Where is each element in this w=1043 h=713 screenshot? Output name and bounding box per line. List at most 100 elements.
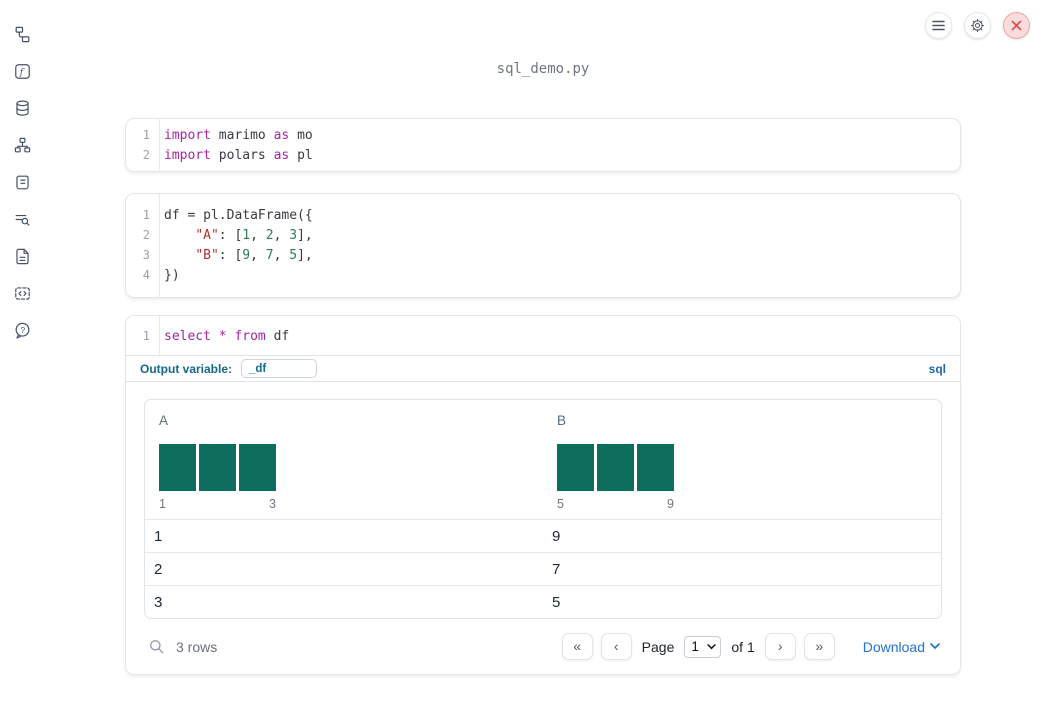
histogram-bar[interactable] (557, 444, 594, 491)
chevron-down-icon (707, 643, 717, 649)
histogram-bar[interactable] (637, 444, 674, 491)
chevron-down-icon (930, 643, 940, 650)
sidebar-item-logs[interactable] (11, 172, 33, 192)
previous-page-button[interactable]: ‹ (600, 633, 632, 660)
variables-function-icon: f (14, 63, 30, 79)
page-select[interactable]: 1 (684, 635, 722, 658)
scratchpad-code-icon (14, 286, 30, 300)
code-text: "A": [1, 2, 3], (195, 227, 313, 243)
code-text: select * from df (164, 328, 290, 344)
code-line: 2 "A": [1, 2, 3], (126, 225, 960, 245)
code-line: 1 import marimo as mo (126, 125, 960, 145)
code-text: }) (164, 267, 180, 283)
first-page-button[interactable]: « (561, 633, 593, 660)
table-cell: 5 (552, 593, 561, 611)
sidebar-item-variables[interactable]: f (11, 61, 33, 81)
column-summary-row: A 1 3 B (145, 400, 941, 519)
pagination: « ‹ Page 1 of 1 › » Download (561, 633, 940, 660)
logs-scroll-icon (15, 175, 29, 189)
dependency-graph-icon (14, 137, 30, 152)
download-label: Download (862, 638, 925, 655)
histogram-bar[interactable] (199, 444, 236, 491)
column-summary-B: B 5 9 (543, 400, 941, 519)
line-number: 1 (142, 128, 150, 142)
code-text: "B": [9, 7, 5], (195, 247, 313, 263)
sidebar-item-help[interactable]: ? (11, 320, 33, 340)
language-badge[interactable]: sql (928, 361, 946, 376)
search-list-icon (15, 214, 29, 226)
help-question-icon: ? (15, 322, 29, 339)
page-select-value: 1 (691, 639, 699, 654)
code-line: 2 import polars as pl (126, 145, 960, 165)
table-cell: 7 (552, 560, 561, 578)
sql-meta-row: Output variable: _df sql (126, 355, 960, 381)
page-of-label: of 1 (731, 638, 755, 655)
histogram-bar[interactable] (597, 444, 634, 491)
column-header[interactable]: A (159, 413, 169, 428)
histogram-A (159, 444, 529, 491)
axis-min-label: 1 (159, 497, 166, 511)
histogram-B (557, 444, 927, 491)
svg-text:f: f (18, 67, 24, 78)
sidebar-item-datasources[interactable] (11, 98, 33, 118)
code-line: 1 select * from df (126, 326, 960, 346)
datasources-database-icon (15, 100, 29, 116)
line-number: 2 (142, 228, 150, 242)
axis-min-label: 5 (557, 497, 564, 511)
line-number: 3 (142, 248, 150, 262)
topbar-actions (925, 12, 1030, 39)
histogram-axis: 5 9 (557, 497, 674, 511)
axis-max-label: 3 (269, 497, 276, 511)
histogram-bar[interactable] (159, 444, 196, 491)
shutdown-button[interactable] (1003, 12, 1030, 39)
table-footer: 3 rows « ‹ Page 1 of 1 › » Download (144, 619, 942, 662)
notebook-menu-button[interactable] (925, 12, 952, 39)
table-cell: 1 (154, 527, 163, 545)
sidebar-item-dependency-graph[interactable] (11, 135, 33, 155)
column-header[interactable]: B (557, 413, 567, 428)
notebook: 1 import marimo as mo 2 import polars as… (125, 118, 961, 675)
sql-cell[interactable]: 1 select * from df Output variable: _df … (125, 315, 961, 381)
line-number: 2 (142, 148, 150, 162)
last-page-button[interactable]: » (803, 633, 835, 660)
page-label: Page (641, 638, 675, 655)
table-row[interactable]: 1 9 (145, 519, 941, 552)
settings-gear-icon (970, 18, 985, 33)
sql-output: A 1 3 B (125, 381, 961, 675)
table-cell: 2 (154, 560, 163, 578)
snippets-document-icon (15, 248, 29, 264)
next-page-button[interactable]: › (764, 633, 796, 660)
code-text: import polars as pl (164, 147, 313, 163)
output-variable-label: Output variable: (140, 361, 233, 376)
code-text: import marimo as mo (164, 127, 313, 143)
notebook-filename[interactable]: sql_demo.py (496, 61, 590, 77)
sidebar-item-scratchpad[interactable] (11, 283, 33, 303)
table-cell: 3 (154, 593, 163, 611)
row-count: 3 rows (176, 638, 218, 655)
table-row[interactable]: 2 7 (145, 552, 941, 585)
sql-editor[interactable]: 1 select * from df (126, 316, 960, 355)
histogram-bar[interactable] (239, 444, 276, 491)
table-row[interactable]: 3 5 (145, 585, 941, 618)
file-explorer-tree-icon (15, 26, 29, 42)
output-variable-input[interactable]: _df (241, 359, 318, 378)
sidebar-item-snippets[interactable] (11, 246, 33, 266)
code-cell-imports[interactable]: 1 import marimo as mo 2 import polars as… (125, 118, 961, 172)
sidebar-item-search[interactable] (11, 209, 33, 229)
dataframe-table: A 1 3 B (144, 399, 942, 619)
sidebar: f ? (0, 0, 44, 713)
code-cell-dataframe[interactable]: 1 df = pl.DataFrame({ 2 "A": [1, 2, 3], … (125, 193, 961, 298)
download-button[interactable]: Download (863, 639, 940, 655)
settings-button[interactable] (964, 12, 991, 39)
column-summary-A: A 1 3 (145, 400, 543, 519)
search-icon (150, 640, 164, 654)
line-number: 4 (142, 268, 150, 282)
shutdown-close-icon (1011, 20, 1022, 31)
code-line: 4 }) (126, 265, 960, 285)
table-cell: 9 (552, 527, 561, 545)
menu-icon (932, 20, 945, 31)
search-rows-button[interactable] (148, 638, 165, 655)
sidebar-item-file-explorer[interactable] (11, 24, 33, 44)
code-line: 1 df = pl.DataFrame({ (126, 205, 960, 225)
svg-text:?: ? (20, 324, 25, 334)
